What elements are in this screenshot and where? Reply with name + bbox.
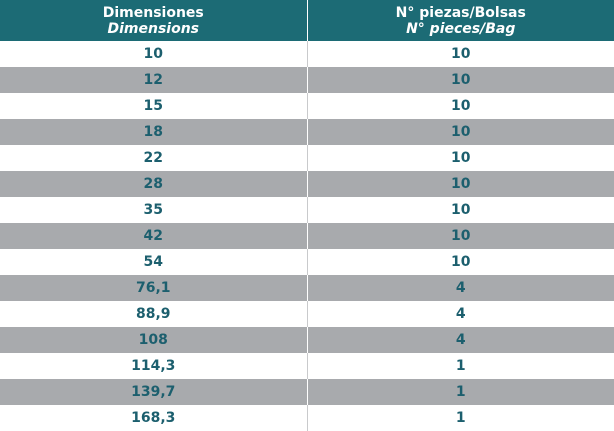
table-cell: 4 [307, 275, 614, 301]
table-cell: 35 [0, 197, 307, 223]
table-cell: 15 [0, 93, 307, 119]
table-cell: 10 [307, 171, 614, 197]
table-cell: 10 [307, 145, 614, 171]
table-cell: 12 [0, 67, 307, 93]
table-cell: 4 [307, 301, 614, 327]
header-subtitle: N° pieces/Bag [308, 21, 614, 37]
table-cell: 168,3 [0, 405, 307, 431]
table-cell: 88,9 [0, 301, 307, 327]
header-subtitle: Dimensions [0, 21, 307, 37]
table-cell: 108 [0, 327, 307, 353]
table-cell: 18 [0, 119, 307, 145]
table-cell: 10 [307, 93, 614, 119]
table-cell: 1 [307, 353, 614, 379]
table-cell: 10 [307, 119, 614, 145]
table-cell: 139,7 [0, 379, 307, 405]
table-cell: 4 [307, 327, 614, 353]
table-cell: 42 [0, 223, 307, 249]
table-cell: 10 [307, 223, 614, 249]
table-cell: 114,3 [0, 353, 307, 379]
table-cell: 1 [307, 379, 614, 405]
header-title: Dimensiones [103, 5, 204, 21]
table-cell: 10 [0, 41, 307, 67]
table-cell: 10 [307, 41, 614, 67]
header-title: N° piezas/Bolsas [396, 5, 526, 21]
table-cell: 22 [0, 145, 307, 171]
table-cell: 10 [307, 197, 614, 223]
table-cell: 76,1 [0, 275, 307, 301]
table-cell: 54 [0, 249, 307, 275]
table-cell: 1 [307, 405, 614, 431]
table-cell: 10 [307, 67, 614, 93]
table-cell: 28 [0, 171, 307, 197]
table-cell: 10 [307, 249, 614, 275]
